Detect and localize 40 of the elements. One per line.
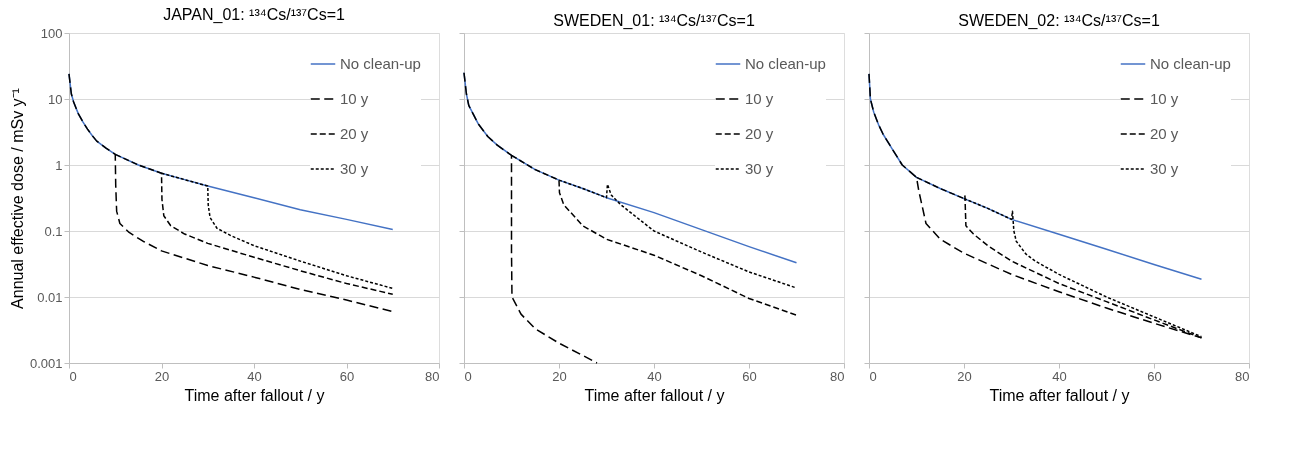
x-tick-label: 60	[742, 368, 757, 384]
x-tick-label: 0	[464, 368, 472, 384]
x-tick-label: 20	[154, 368, 170, 384]
x-tick-label: 0	[69, 368, 77, 384]
x-tick-label: 0	[869, 368, 877, 384]
legend-label: 20 y	[340, 125, 369, 142]
legend-label: 30 y	[1150, 160, 1179, 177]
x-tick-label: 40	[647, 368, 662, 384]
legend-label: No clean-up	[1150, 55, 1231, 72]
chart-title: SWEDEN_02: ¹³⁴Cs/¹³⁷Cs=1	[958, 11, 1160, 30]
legend-label: 20 y	[1150, 125, 1179, 142]
x-tick-label: 40	[247, 368, 262, 384]
y-tick-label: 0.001	[29, 355, 63, 371]
x-axis-title: Time after fallout / y	[989, 386, 1130, 404]
legend-label: 30 y	[340, 160, 369, 177]
legend-label: 10 y	[340, 90, 369, 107]
chart-title: JAPAN_01: ¹³⁴Cs/¹³⁷Cs=1	[163, 6, 345, 24]
x-axis-title: Time after fallout / y	[584, 386, 725, 404]
y-tick-label: 10	[48, 91, 63, 107]
legend-label: 20 y	[745, 125, 774, 142]
x-tick-label: 20	[552, 368, 567, 384]
x-tick-label: 60	[339, 368, 355, 384]
y-tick-label: 100	[40, 25, 63, 41]
legend-label: 10 y	[745, 90, 774, 107]
legend-label: 10 y	[1150, 90, 1179, 107]
x-axis-title: Time after fallout / y	[184, 386, 325, 404]
x-tick-label: 80	[830, 368, 845, 384]
x-tick-label: 60	[1147, 368, 1162, 384]
legend-label: 30 y	[745, 160, 774, 177]
y-tick-label: 1	[55, 157, 63, 173]
x-tick-label: 80	[425, 368, 440, 384]
y-axis-title: Annual effective dose / mSv y⁻¹	[8, 88, 26, 309]
y-tick-label: 0.1	[44, 223, 63, 239]
x-tick-label: 80	[1235, 368, 1250, 384]
y-tick-label: 0.01	[37, 289, 63, 305]
legend-label: No clean-up	[745, 55, 826, 72]
legend-label: No clean-up	[340, 55, 421, 72]
x-tick-label: 20	[957, 368, 972, 384]
chart-title: SWEDEN_01: ¹³⁴Cs/¹³⁷Cs=1	[553, 11, 755, 30]
x-tick-label: 40	[1052, 368, 1067, 384]
